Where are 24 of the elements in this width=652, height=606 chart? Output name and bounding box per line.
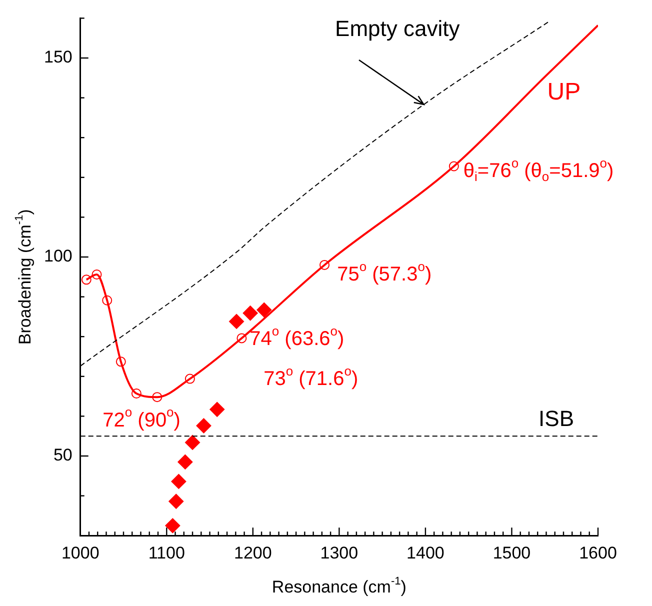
- point: [229, 314, 244, 329]
- point: [178, 454, 193, 470]
- x-tick-label: 1500: [492, 543, 531, 562]
- x-tick-label: 1400: [406, 543, 444, 562]
- x-tick-label: 1600: [579, 543, 617, 562]
- x-tick-label: 1300: [320, 543, 358, 562]
- point: [196, 418, 212, 434]
- point: [256, 302, 272, 318]
- x-tick-label: 1200: [234, 543, 272, 562]
- annotation: UP: [547, 78, 581, 106]
- point: [185, 434, 200, 450]
- point: [168, 494, 184, 509]
- point: [242, 306, 258, 321]
- annotation: Empty cavity: [335, 16, 460, 42]
- x-tick-label: 1100: [148, 543, 185, 562]
- point: [171, 474, 186, 489]
- y-tick-label: 100: [44, 246, 72, 266]
- x-tick-label: 1000: [61, 543, 100, 562]
- point: [165, 518, 180, 534]
- y-axis-title: Broadening (cm-1): [14, 209, 35, 345]
- point: [210, 402, 225, 417]
- y-tick-label: 150: [44, 48, 72, 67]
- ref-line-label: ISB: [538, 406, 574, 432]
- y-tick-label: 50: [53, 446, 72, 465]
